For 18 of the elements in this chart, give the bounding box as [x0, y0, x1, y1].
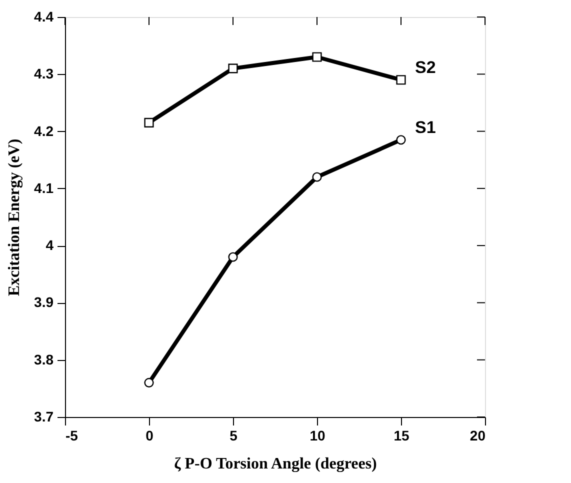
- y-tick-label: 4.1: [34, 180, 54, 196]
- y-tick-label: 3.7: [34, 408, 54, 424]
- x-tick-label: 0: [146, 428, 154, 444]
- x-tick-label: 20: [470, 428, 486, 444]
- y-tick-label: 3.8: [34, 351, 54, 368]
- y-tick-label: 3.9: [34, 294, 54, 310]
- x-tick-label: 10: [310, 428, 326, 444]
- y-tick-label: 4.4: [34, 8, 54, 24]
- y-axis-title: Excitation Energy (eV): [6, 138, 24, 296]
- x-axis-title: ζ P-O Torsion Angle (degrees): [174, 456, 377, 472]
- x-tick-label: 5: [230, 428, 238, 444]
- y-tick-label: 4.3: [34, 66, 54, 82]
- x-tick-label: -5: [66, 428, 78, 444]
- y-tick-label: 4.2: [34, 122, 54, 139]
- series-label: S1: [415, 118, 436, 137]
- y-tick-label: 4: [46, 237, 54, 254]
- x-tick-label: 15: [394, 428, 410, 444]
- series-label: S2: [415, 58, 436, 77]
